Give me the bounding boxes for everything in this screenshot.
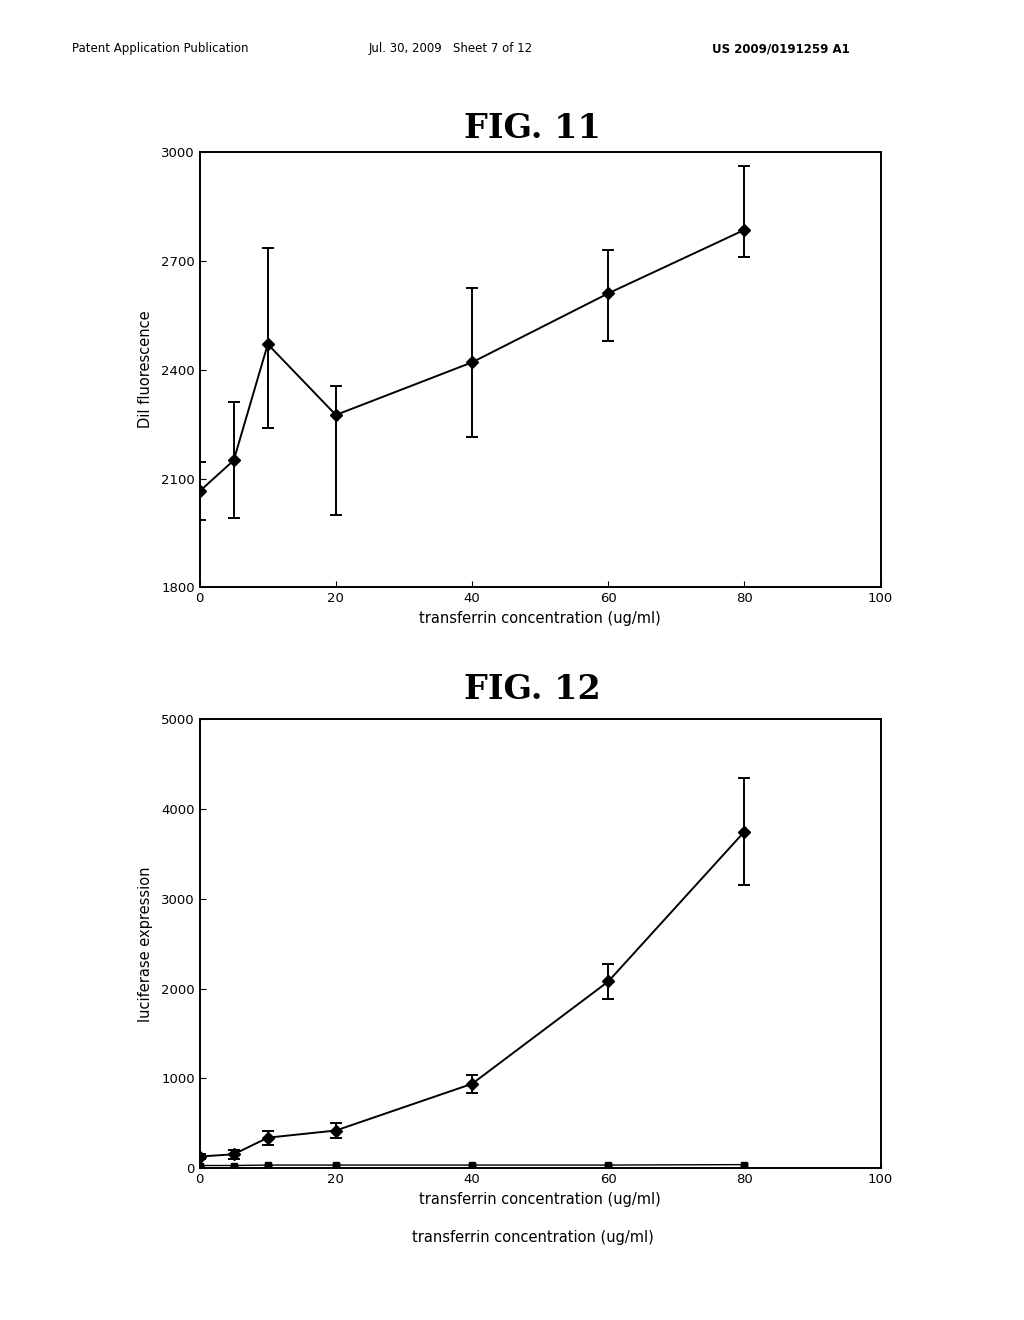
Text: Patent Application Publication: Patent Application Publication (72, 42, 248, 55)
Text: FIG. 12: FIG. 12 (464, 673, 601, 706)
Text: US 2009/0191259 A1: US 2009/0191259 A1 (712, 42, 850, 55)
Text: Jul. 30, 2009   Sheet 7 of 12: Jul. 30, 2009 Sheet 7 of 12 (369, 42, 532, 55)
Y-axis label: DiI fluorescence: DiI fluorescence (138, 310, 153, 429)
Y-axis label: luciferase expression: luciferase expression (138, 866, 153, 1022)
X-axis label: transferrin concentration (ug/ml): transferrin concentration (ug/ml) (419, 611, 662, 626)
Text: transferrin concentration (ug/ml): transferrin concentration (ug/ml) (412, 1230, 653, 1245)
X-axis label: transferrin concentration (ug/ml): transferrin concentration (ug/ml) (419, 1192, 662, 1206)
Text: FIG. 11: FIG. 11 (464, 112, 601, 145)
